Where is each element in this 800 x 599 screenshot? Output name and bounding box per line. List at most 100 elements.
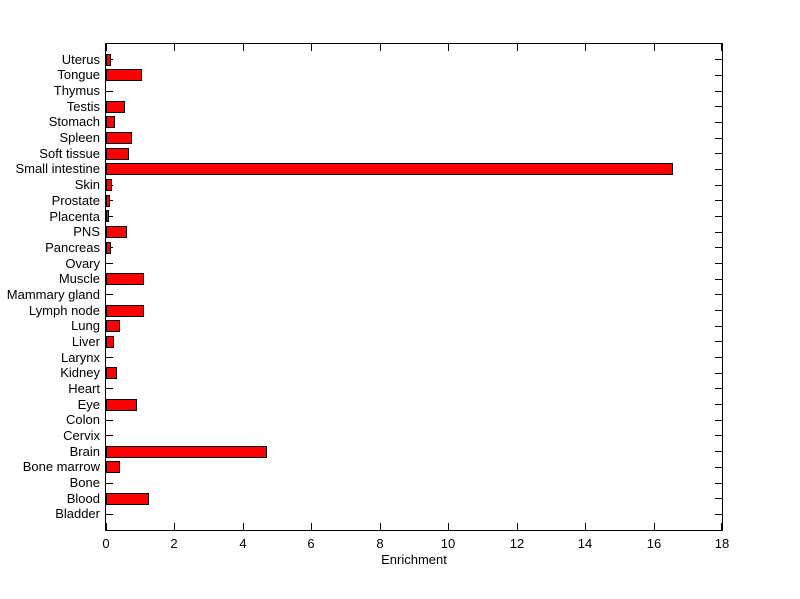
x-tick-label-12: 12 — [509, 536, 525, 551]
y-tick-label-placenta: Placenta — [49, 208, 100, 224]
y-tick-label-small-intestine: Small intestine — [15, 161, 100, 177]
y-tick-right — [715, 137, 722, 139]
y-tick-right — [715, 168, 722, 170]
x-tick-label-8: 8 — [376, 536, 384, 551]
x-tick-bottom — [585, 523, 586, 530]
bar-liver — [106, 336, 114, 348]
y-tick-right — [715, 357, 722, 358]
y-tick-label-larynx: Larynx — [60, 349, 100, 365]
bar-placenta — [106, 210, 109, 222]
y-tick-label-skin: Skin — [74, 177, 100, 193]
y-tick-label-tongue: Tongue — [57, 67, 100, 83]
y-tick-label-spleen: Spleen — [59, 130, 100, 146]
bar-lung — [106, 320, 120, 332]
y-tick-label-pancreas: Pancreas — [45, 239, 100, 255]
y-tick-left — [106, 90, 113, 92]
y-tick-right — [715, 498, 722, 500]
y-tick-label-brain: Brain — [69, 443, 100, 459]
y-tick-right — [715, 278, 722, 280]
y-tick-label-blood: Blood — [66, 490, 100, 506]
x-tick-top — [311, 44, 312, 51]
y-tick-label-bone: Bone — [69, 475, 100, 490]
y-tick-left — [106, 263, 113, 264]
y-tick-right — [715, 231, 722, 233]
bar-skin — [106, 179, 112, 191]
y-tick-right — [715, 341, 722, 343]
y-tick-right — [715, 388, 722, 390]
y-tick-left — [106, 216, 113, 217]
x-tick-top — [585, 44, 586, 51]
y-tick-label-cervix: Cervix — [63, 427, 100, 443]
y-tick-label-colon: Colon — [66, 412, 100, 428]
x-tick-bottom — [174, 523, 175, 530]
y-tick-right — [715, 294, 722, 296]
y-tick-right — [715, 325, 722, 327]
x-tick-label-10: 10 — [440, 536, 456, 551]
y-tick-left — [106, 513, 113, 515]
y-tick-right — [715, 404, 722, 406]
bar-spleen — [106, 132, 132, 144]
y-tick-label-uterus: Uterus — [61, 51, 100, 67]
y-tick-right — [715, 482, 722, 484]
y-tick-label-lung: Lung — [71, 318, 100, 334]
bar-uterus — [106, 54, 111, 66]
x-tick-top — [380, 44, 381, 51]
y-tick-label-kidney: Kidney — [60, 365, 100, 381]
y-tick-right — [715, 310, 722, 311]
bar-bone-marrow — [106, 461, 120, 473]
x-tick-label-18: 18 — [714, 536, 730, 551]
bar-lymph-node — [106, 305, 144, 317]
x-tick-top — [654, 44, 655, 51]
y-tick-label-bladder: Bladder — [55, 506, 100, 522]
y-tick-right — [715, 513, 722, 515]
x-tick-label-0: 0 — [102, 536, 110, 551]
bar-testis — [106, 101, 125, 113]
y-tick-label-eye: Eye — [77, 396, 100, 412]
x-tick-bottom — [517, 523, 518, 530]
x-tick-top — [448, 44, 449, 51]
x-tick-label-6: 6 — [307, 536, 315, 551]
y-tick-right — [715, 106, 722, 108]
y-tick-right — [715, 200, 722, 202]
y-tick-right — [715, 466, 722, 468]
y-tick-right — [715, 121, 722, 123]
bar-blood — [106, 493, 149, 505]
y-tick-right — [715, 90, 722, 92]
y-tick-label-stomach: Stomach — [48, 114, 100, 130]
x-tick-bottom — [243, 523, 244, 530]
bar-pns — [106, 226, 127, 238]
bar-small-intestine — [106, 163, 673, 175]
y-tick-label-soft-tissue: Soft tissue — [39, 145, 100, 161]
bar-tongue — [106, 69, 142, 81]
y-tick-left — [106, 357, 113, 358]
x-tick-bottom — [311, 523, 312, 530]
y-tick-right — [715, 419, 722, 421]
y-tick-label-bone-marrow: Bone marrow — [22, 459, 100, 475]
bar-soft-tissue — [106, 148, 129, 160]
x-tick-bottom — [448, 523, 449, 530]
y-tick-label-lymph-node: Lymph node — [28, 302, 100, 318]
y-tick-left — [106, 435, 113, 437]
bar-prostate — [106, 195, 110, 207]
x-tick-top — [517, 44, 518, 51]
y-tick-right — [715, 153, 722, 155]
y-tick-right — [715, 451, 722, 453]
x-tick-top — [174, 44, 175, 51]
y-tick-right — [715, 247, 722, 249]
y-tick-right — [715, 59, 722, 61]
bar-eye — [106, 399, 137, 411]
y-tick-label-ovary: Ovary — [65, 255, 100, 271]
y-tick-left — [106, 482, 113, 484]
x-tick-bottom — [106, 523, 107, 530]
x-tick-top — [106, 44, 107, 51]
bar-stomach — [106, 116, 115, 128]
x-tick-label-2: 2 — [170, 536, 178, 551]
y-tick-label-thymus: Thymus — [53, 83, 100, 98]
y-tick-right — [715, 435, 722, 437]
x-tick-bottom — [380, 523, 381, 530]
bar-kidney — [106, 367, 117, 379]
y-tick-label-muscle: Muscle — [58, 271, 100, 287]
y-tick-label-liver: Liver — [71, 333, 100, 349]
bar-brain — [106, 446, 267, 458]
